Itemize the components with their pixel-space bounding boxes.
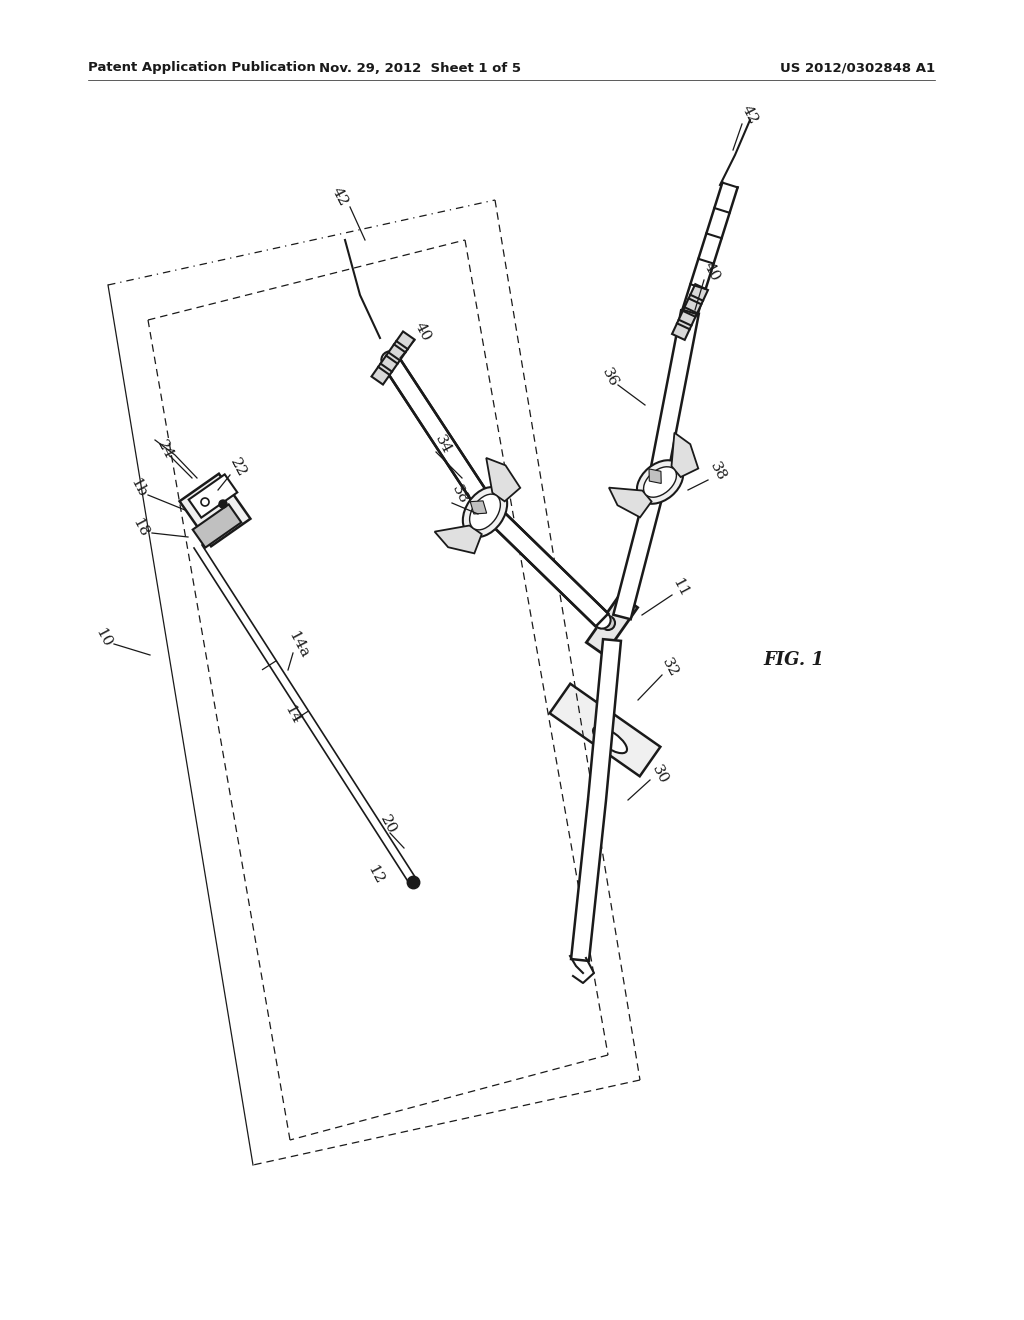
Text: 36: 36 [599, 366, 621, 389]
Polygon shape [434, 525, 481, 553]
Polygon shape [672, 433, 698, 477]
Text: 30: 30 [649, 763, 671, 787]
Polygon shape [571, 639, 621, 961]
Polygon shape [649, 469, 662, 483]
Circle shape [219, 500, 227, 508]
Ellipse shape [470, 494, 501, 529]
Text: FIG. 1: FIG. 1 [763, 651, 824, 669]
Text: 42: 42 [330, 185, 351, 209]
Polygon shape [179, 474, 251, 546]
Polygon shape [486, 458, 520, 502]
Text: 18: 18 [129, 516, 151, 540]
Polygon shape [672, 284, 708, 339]
Polygon shape [587, 595, 638, 655]
Text: US 2012/0302848 A1: US 2012/0302848 A1 [780, 62, 935, 74]
Text: Nov. 29, 2012  Sheet 1 of 5: Nov. 29, 2012 Sheet 1 of 5 [319, 62, 521, 74]
Polygon shape [383, 355, 608, 627]
Polygon shape [372, 331, 415, 384]
Text: 32: 32 [659, 656, 681, 680]
Polygon shape [188, 474, 238, 517]
Text: 20: 20 [377, 813, 398, 837]
Ellipse shape [643, 467, 677, 498]
Text: 14: 14 [282, 704, 303, 727]
Text: 22: 22 [227, 457, 249, 480]
Text: 40: 40 [701, 260, 723, 284]
Circle shape [201, 498, 209, 506]
Polygon shape [613, 310, 698, 619]
Text: 12: 12 [365, 863, 386, 887]
Polygon shape [470, 500, 486, 513]
Text: 40: 40 [413, 321, 434, 345]
Polygon shape [550, 684, 660, 776]
Text: 38: 38 [708, 461, 729, 484]
Polygon shape [193, 504, 242, 548]
Ellipse shape [637, 461, 683, 504]
Polygon shape [682, 182, 737, 314]
Circle shape [601, 616, 615, 630]
Text: 8: 8 [606, 620, 610, 627]
Text: Patent Application Publication: Patent Application Publication [88, 62, 315, 74]
Text: 24: 24 [155, 438, 176, 462]
Ellipse shape [593, 727, 627, 754]
Text: 38: 38 [450, 483, 471, 507]
Text: 10: 10 [92, 626, 114, 649]
Polygon shape [609, 487, 651, 517]
Text: 1b: 1b [127, 477, 148, 500]
Text: 42: 42 [739, 103, 761, 127]
Ellipse shape [463, 487, 507, 537]
Text: 11: 11 [670, 576, 691, 599]
Text: 14a: 14a [285, 630, 311, 661]
Text: 34: 34 [432, 433, 454, 457]
